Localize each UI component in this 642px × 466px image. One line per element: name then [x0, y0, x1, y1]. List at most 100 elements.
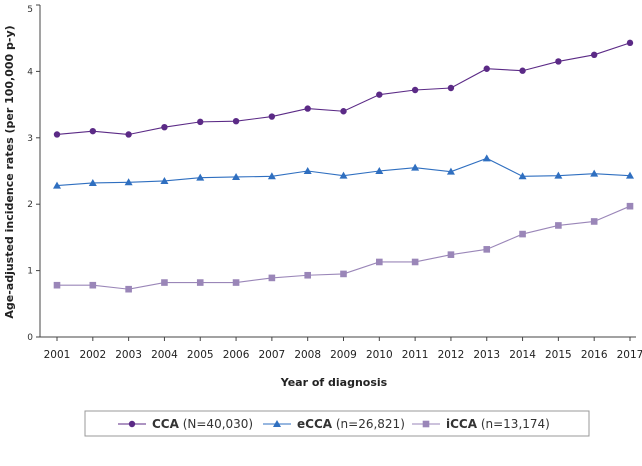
y-tick-label: 1	[27, 267, 33, 277]
y-tick-label: 3	[27, 134, 33, 144]
x-tick-label: 2010	[366, 349, 393, 361]
x-tick-label: 2015	[545, 349, 572, 361]
legend-label-icca: iCCA (n=13,174)	[446, 417, 550, 431]
data-point-cca	[555, 58, 562, 65]
x-tick-label: 2014	[509, 349, 536, 361]
data-point-icca	[268, 274, 276, 282]
x-tick-label: 2007	[259, 349, 286, 361]
data-point-ecca	[375, 167, 384, 174]
legend-item-ecca: eCCA (n=26,821)	[263, 417, 405, 431]
data-point-icca	[519, 230, 526, 238]
x-tick-label: 2006	[223, 349, 250, 361]
series-icca	[53, 202, 634, 293]
y-axis-title: Age-adjusted incidence rates (per 100,00…	[3, 25, 16, 318]
data-point-ecca	[411, 163, 420, 171]
data-point-cca	[53, 131, 61, 138]
data-point-icca	[161, 279, 168, 286]
x-tick-label: 2001	[44, 349, 71, 361]
x-tick-label: 2008	[294, 349, 321, 361]
x-tick-label: 2016	[581, 349, 608, 361]
legend-label-cca: CCA (N=40,030)	[152, 417, 253, 431]
data-point-icca	[196, 279, 204, 286]
legend-marker-icca	[422, 420, 430, 428]
legend-series-name: eCCA	[297, 417, 333, 431]
data-point-cca	[232, 118, 240, 125]
legend-item-icca: iCCA (n=13,174)	[412, 417, 550, 431]
data-point-ecca	[124, 178, 133, 186]
legend-label-ecca: eCCA (n=26,821)	[297, 417, 405, 431]
legend-marker-cca	[128, 420, 136, 428]
legend-item-cca: CCA (N=40,030)	[118, 417, 253, 431]
data-point-icca	[483, 246, 491, 253]
x-tick-label: 2011	[402, 349, 429, 361]
data-point-icca	[555, 222, 562, 229]
data-point-icca	[304, 271, 311, 279]
legend-series-count: (n=26,821)	[332, 417, 405, 431]
data-point-icca	[232, 279, 240, 286]
data-point-ecca	[626, 171, 634, 179]
x-tick-label: 2013	[473, 349, 500, 361]
x-tick-label: 2003	[115, 349, 142, 361]
x-tick-label: 2009	[330, 349, 357, 361]
data-point-ecca	[482, 154, 491, 162]
data-point-icca	[125, 285, 132, 293]
x-tick-label: 2012	[438, 349, 465, 361]
data-point-cca	[447, 84, 455, 92]
data-point-cca	[519, 67, 526, 74]
data-point-icca	[411, 258, 419, 266]
series-line-cca	[56, 42, 631, 136]
legend-series-name: iCCA	[446, 417, 478, 431]
series-cca	[53, 39, 634, 138]
data-point-cca	[161, 123, 168, 131]
data-point-cca	[483, 65, 490, 72]
data-point-ecca	[339, 171, 348, 179]
data-point-cca	[125, 131, 132, 138]
data-point-ecca	[267, 172, 276, 180]
data-point-ecca	[160, 176, 169, 184]
x-ticks: 2001 2002 2003 2004 2005 2006 2007 2008 2009 2010…	[44, 337, 642, 361]
legend-box	[84, 410, 590, 437]
data-point-icca	[590, 218, 598, 225]
data-point-ecca	[303, 167, 312, 174]
data-point-ecca	[53, 181, 61, 189]
data-point-ecca	[88, 178, 97, 186]
x-tick-label: 2002	[79, 349, 106, 361]
data-point-icca	[376, 258, 383, 266]
data-point-cca	[376, 91, 383, 98]
x-tick-label: 2017	[617, 349, 642, 361]
data-point-cca	[304, 105, 311, 112]
data-point-cca	[590, 51, 598, 58]
data-point-ecca	[232, 172, 241, 180]
data-point-icca	[53, 281, 61, 289]
series-ecca	[53, 154, 634, 189]
data-point-ecca	[446, 167, 455, 175]
x-axis-title: Year of diagnosis	[280, 376, 388, 389]
y-tick-label: 0	[27, 333, 33, 343]
data-point-cca	[268, 113, 276, 120]
y-tick-label: 5	[27, 5, 33, 15]
legend-series-name: CCA	[152, 417, 180, 431]
data-point-icca	[447, 251, 455, 258]
data-point-icca	[626, 202, 634, 210]
data-point-cca	[197, 118, 204, 126]
data-point-cca	[340, 108, 347, 115]
legend-series-count: (n=13,174)	[477, 417, 550, 431]
data-point-icca	[89, 281, 97, 289]
legend-series-count: (N=40,030)	[179, 417, 253, 431]
data-point-icca	[340, 270, 347, 278]
x-tick-label: 2004	[151, 349, 178, 361]
legend-marker-ecca	[273, 420, 281, 427]
x-tick-label: 2005	[187, 349, 214, 361]
data-point-cca	[89, 127, 97, 135]
data-point-ecca	[196, 173, 205, 181]
data-point-cca	[411, 86, 419, 94]
y-tick-label: 4	[27, 67, 33, 77]
data-point-cca	[626, 39, 634, 47]
series-layer	[53, 39, 634, 293]
legend: CCA (N=40,030) eCCA (n=26,821) iCCA (n=13,…	[118, 417, 550, 431]
y-ticks: 0 1 2 3 4 5	[27, 4, 40, 343]
y-tick-label: 2	[27, 200, 33, 210]
data-point-ecca	[518, 172, 527, 180]
